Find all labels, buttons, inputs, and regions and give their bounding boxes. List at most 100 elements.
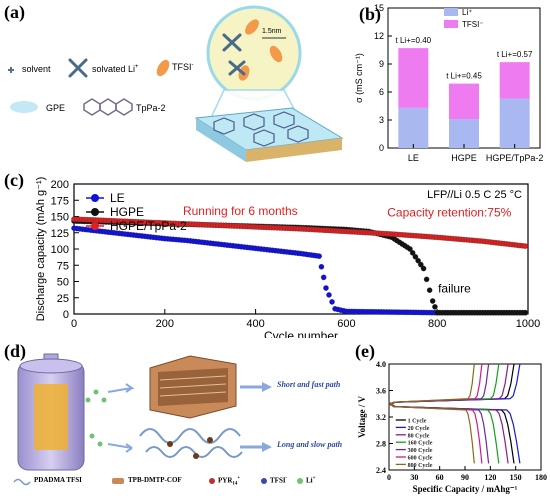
chart-c: 0 25 50 75 100 125 150 175 200 0 200 400 600 800 1000 C… — [35, 177, 540, 338]
tfsi-icon — [261, 478, 267, 484]
data-point — [323, 285, 329, 291]
x-tick-label: HGPE — [451, 153, 477, 163]
legend-swatch — [444, 20, 458, 28]
panel-a-illustration — [8, 5, 344, 162]
legend-label: TFSI⁻ — [462, 20, 484, 29]
charge-curve — [388, 363, 475, 407]
y-tick-label: 2.8 — [376, 440, 386, 449]
polymer-chain-icon — [139, 428, 243, 458]
x-tick-label: LE — [408, 153, 419, 163]
y-axis-label: σ (mS cm⁻¹) — [354, 53, 364, 103]
legend-label: 300 Cycle — [408, 448, 433, 454]
legend-tfsi: TFSI- — [172, 62, 194, 72]
y-tick-label: 175 — [51, 195, 69, 207]
y-tick-label: 4.0 — [376, 360, 386, 369]
data-point — [426, 287, 433, 293]
y-tick-label: 15 — [374, 3, 384, 13]
data-point — [423, 276, 430, 283]
y-axis-label: Discharge capacity (mAh g⁻¹) — [35, 177, 47, 322]
y-tick-label: 0 — [63, 309, 69, 321]
legend-tfsi-d-text: TFSI — [270, 476, 286, 485]
data-point — [320, 274, 327, 281]
y-tick-label: 0 — [379, 143, 384, 153]
x-tick-label: 0 — [387, 473, 391, 482]
li-icon — [297, 478, 303, 484]
data-point — [407, 246, 413, 252]
solvated-li-icon — [68, 58, 88, 78]
legend-solvent: solvent — [22, 64, 51, 74]
y-tick-label: 6 — [379, 87, 384, 97]
y-tick-label: 100 — [51, 244, 69, 256]
membrane-base — [246, 138, 342, 162]
charge-curve — [388, 363, 483, 407]
data-point — [318, 264, 325, 270]
arrow-head-icon — [262, 382, 272, 392]
y-tick-label: 3 — [379, 115, 384, 125]
legend-label: 20 Cycle — [408, 426, 430, 432]
bar-segment-li — [398, 107, 429, 148]
arrow-icon — [107, 443, 133, 453]
x-tick-label: 180 — [535, 473, 547, 482]
legend-label: HGPE — [110, 205, 144, 219]
annotation-retention: Capacity retention:75% — [387, 206, 511, 220]
data-point — [412, 254, 419, 260]
pyr-icon — [209, 478, 215, 484]
y-tick-label: 25 — [57, 293, 69, 305]
solvent-icon — [8, 67, 14, 73]
tfsi-ion-icon — [269, 45, 283, 63]
solvated-li-icon — [228, 60, 246, 76]
y-axis-label: Voltage / V — [357, 396, 367, 439]
panel-d-illustration — [13, 353, 303, 486]
data-point — [432, 304, 438, 310]
cof-particle-icon — [167, 437, 213, 459]
data-point — [316, 253, 322, 259]
bar-segment-li — [499, 98, 530, 148]
legend-label: HGPE/TpPa-2 — [110, 219, 187, 233]
series-hgpe-tppa-2 — [71, 216, 529, 249]
x-tick-label: 600 — [337, 318, 355, 330]
tppa-icon — [83, 98, 133, 116]
chart-b: 0 3 6 9 12 15 σ (mS cm⁻¹) t Li+=0.40 LE t Li+=0.4… — [354, 3, 544, 163]
x-tick-label: HGPE/TpPa-2 — [486, 153, 544, 163]
discharge-curve — [388, 401, 500, 464]
data-point — [326, 292, 332, 298]
cof-network — [213, 111, 309, 147]
x-tick-label: 60 — [436, 473, 444, 482]
chart-e: 2.4 2.8 3.2 3.6 4.0 0 30 60 90 120 150 180 Specific … — [357, 360, 547, 494]
panel-label-e: (e) — [355, 341, 375, 361]
cof-icon — [112, 478, 124, 484]
x-tick-label: 400 — [246, 318, 264, 330]
legend-marker — [91, 222, 99, 230]
x-tick-label: 1000 — [516, 318, 540, 330]
transference-label: t Li+=0.40 — [396, 36, 432, 45]
legend-tfsi-text: TFSI — [172, 62, 192, 72]
battery-cell-icon — [17, 353, 85, 471]
y-tick-label: 3.2 — [376, 413, 386, 422]
legend-label: 1 Cycle — [408, 419, 427, 425]
legend-label: 160 Cycle — [408, 441, 433, 447]
data-point — [420, 265, 427, 272]
bar-segment-li — [449, 119, 479, 148]
y-tick-label: 9 — [379, 59, 384, 69]
arrow-icon — [107, 383, 135, 393]
legend-label: LE — [110, 191, 125, 205]
legend-label: 600 Cycle — [408, 456, 433, 462]
x-tick-label: 120 — [484, 473, 496, 482]
solvated-li-icon — [222, 33, 242, 52]
arrow-head-icon — [262, 442, 272, 452]
y-tick-label: 3.6 — [376, 387, 386, 396]
panel-label-b: (b) — [359, 4, 381, 24]
data-point — [522, 309, 529, 316]
legend-cof: TPB-DMTP-COF — [128, 476, 182, 484]
short-path-label: Short and fast path — [277, 380, 341, 389]
x-tick-label: 90 — [461, 473, 469, 482]
annotation-failure: failure — [438, 282, 471, 296]
transference-label: t Li+=0.57 — [497, 50, 533, 59]
legend-tppa: TpPa-2 — [136, 103, 166, 113]
legend-marker — [91, 208, 99, 216]
series-le — [71, 225, 529, 316]
legend-gpe: GPE — [46, 103, 66, 113]
legend-label: 80 Cycle — [408, 433, 430, 439]
data-point — [409, 250, 416, 256]
legend-li-d-text: Li — [306, 476, 313, 485]
